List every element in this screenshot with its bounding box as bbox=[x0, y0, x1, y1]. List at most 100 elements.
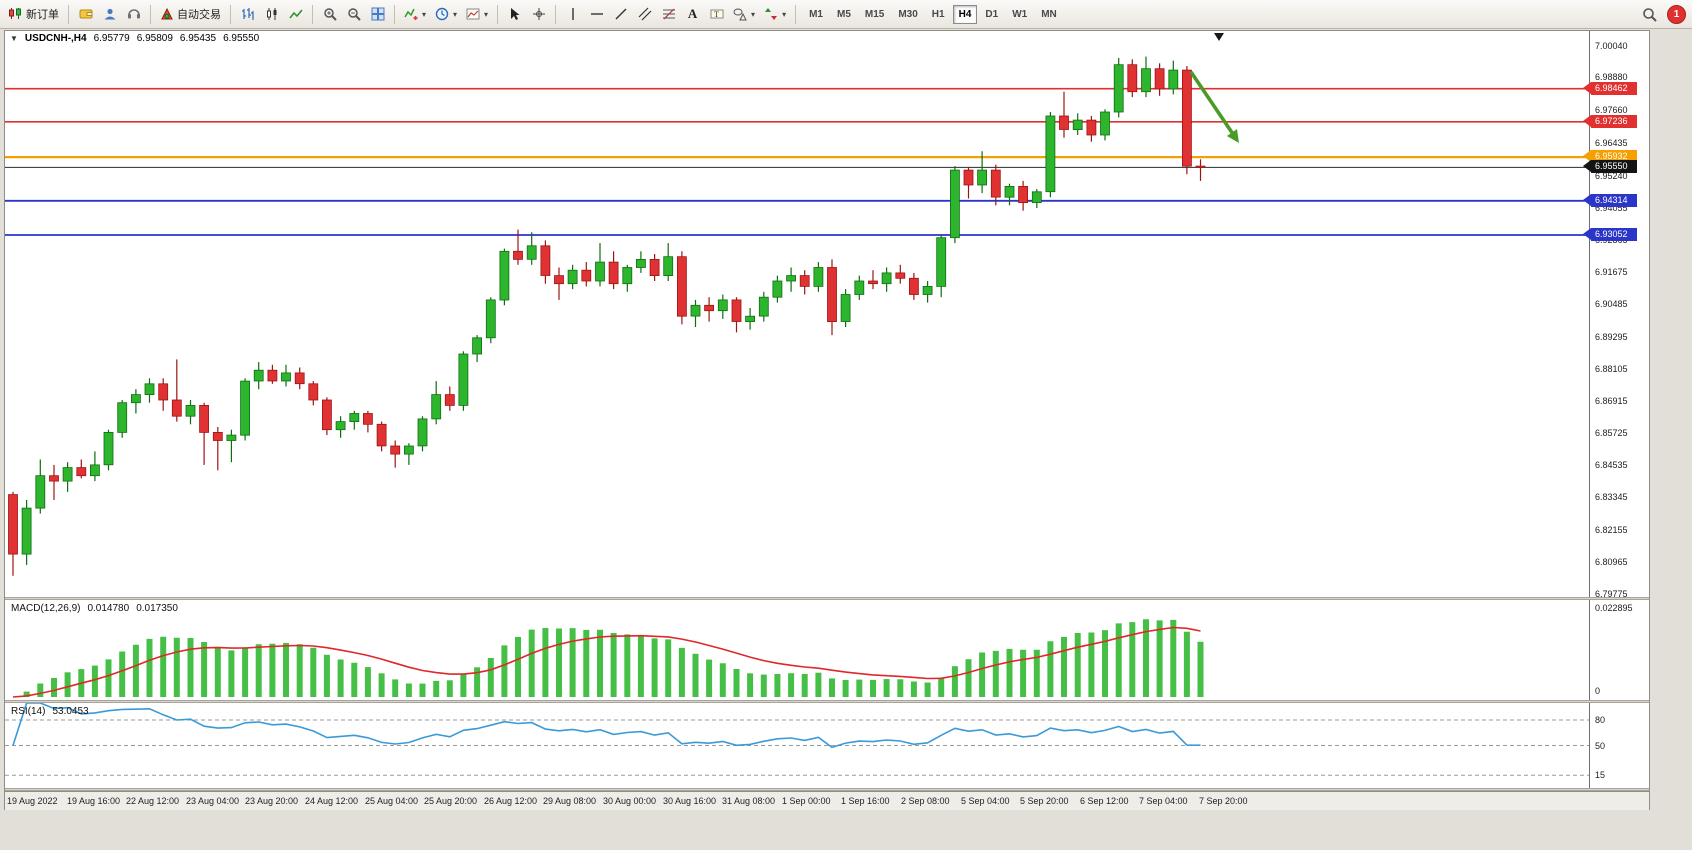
tile-windows-button[interactable] bbox=[366, 3, 389, 26]
candle-body bbox=[212, 431, 223, 441]
candle-body bbox=[881, 272, 892, 285]
text-label-button[interactable]: T bbox=[705, 3, 728, 26]
timeframe-M1[interactable]: M1 bbox=[803, 5, 829, 24]
time-axis-label: 30 Aug 00:00 bbox=[603, 796, 657, 806]
timeframe-M15[interactable]: M15 bbox=[859, 5, 890, 24]
candle-body bbox=[90, 464, 100, 477]
timeframe-MN[interactable]: MN bbox=[1035, 5, 1063, 24]
template-icon bbox=[466, 8, 480, 20]
price-axis-label: 6.86915 bbox=[1595, 396, 1628, 406]
crosshair-button[interactable] bbox=[527, 3, 550, 26]
candlestick-chart-button[interactable] bbox=[260, 3, 283, 26]
search-button[interactable] bbox=[1638, 3, 1661, 26]
timeframe-W1[interactable]: W1 bbox=[1006, 5, 1033, 24]
shapes-button[interactable]: ▾ bbox=[729, 3, 759, 26]
price-axis-label: 6.83345 bbox=[1595, 492, 1628, 502]
candle-body bbox=[922, 285, 933, 295]
label-icon: T bbox=[710, 9, 724, 19]
pane-divider[interactable] bbox=[5, 700, 1649, 703]
channel-button[interactable] bbox=[633, 3, 656, 26]
new-order-icon bbox=[9, 8, 21, 19]
chart-title: USDCNH-,H4 bbox=[24, 33, 87, 44]
price-axis-label: 6.89295 bbox=[1595, 332, 1628, 342]
rsi-level-label: 80 bbox=[1595, 715, 1606, 725]
candle-body bbox=[868, 280, 878, 285]
candle-body bbox=[1195, 165, 1206, 168]
pane-divider[interactable] bbox=[5, 788, 1649, 791]
toolbar: 新订单 自动交易 ▾ ▾ ▾ A T ▾ ▾ M1 M5 M15 M30 H1 H4 D1 W… bbox=[0, 0, 1692, 29]
price-axis-label: 6.85725 bbox=[1595, 428, 1628, 438]
pane-divider[interactable] bbox=[5, 597, 1649, 600]
text-button[interactable]: A bbox=[681, 3, 704, 26]
price-axis-label: 6.90485 bbox=[1595, 299, 1628, 309]
candle-body bbox=[185, 404, 196, 417]
timeframe-H1[interactable]: H1 bbox=[926, 5, 951, 24]
arrows-icon bbox=[765, 8, 778, 20]
candle-body bbox=[49, 475, 59, 482]
line-chart-button[interactable] bbox=[284, 3, 307, 26]
rsi-axis: 80 50 15 bbox=[1589, 703, 1649, 788]
candle-body bbox=[663, 256, 674, 276]
candle-body bbox=[131, 394, 141, 404]
bar-chart-button[interactable] bbox=[236, 3, 259, 26]
candle-body bbox=[431, 394, 442, 420]
timeframe-M5[interactable]: M5 bbox=[831, 5, 857, 24]
trend-arrow[interactable] bbox=[1189, 70, 1237, 139]
zoom-in-button[interactable] bbox=[318, 3, 341, 26]
trendline-icon bbox=[615, 8, 627, 20]
one-click-trading-toggle[interactable]: ▼ bbox=[10, 34, 18, 43]
main-price-pane: 7.00040 6.98880 6.97660 6.96435 6.95240 6.940… bbox=[5, 31, 1649, 599]
candle-body bbox=[690, 304, 701, 317]
periods-button[interactable]: ▾ bbox=[431, 3, 461, 26]
price-axis-label: 6.82155 bbox=[1595, 525, 1628, 535]
auto-trading-button[interactable]: 自动交易 bbox=[156, 3, 225, 26]
macd-value-2: 0.017350 bbox=[136, 603, 178, 614]
new-order-button[interactable]: 新订单 bbox=[4, 3, 63, 26]
candle-body bbox=[840, 294, 851, 322]
time-axis-label: 1 Sep 00:00 bbox=[782, 796, 831, 806]
candle-body bbox=[813, 267, 824, 287]
candle-body bbox=[294, 372, 305, 385]
crosshair-icon bbox=[532, 8, 545, 20]
time-axis-label: 19 Aug 2022 bbox=[7, 796, 58, 806]
notification-badge[interactable]: 1 bbox=[1667, 4, 1686, 24]
candle-body bbox=[950, 169, 960, 239]
toolbar-separator bbox=[555, 4, 557, 24]
cursor-button[interactable] bbox=[503, 3, 526, 26]
candle-body bbox=[144, 383, 155, 395]
rsi-level-label: 15 bbox=[1595, 770, 1606, 780]
rsi-value: 53.0453 bbox=[52, 706, 89, 717]
rsi-level-label: 50 bbox=[1595, 741, 1606, 751]
indicators-button[interactable]: ▾ bbox=[400, 3, 430, 26]
candle-body bbox=[936, 237, 947, 287]
candle-body bbox=[608, 261, 619, 285]
price-axis-label: 6.88105 bbox=[1595, 364, 1628, 374]
time-axis-label: 30 Aug 16:00 bbox=[663, 796, 717, 806]
candle-body bbox=[308, 383, 319, 401]
price-axis-label: 6.95240 bbox=[1595, 171, 1628, 181]
account-button[interactable] bbox=[98, 3, 121, 26]
arrows-button[interactable]: ▾ bbox=[760, 3, 790, 26]
candle-body bbox=[595, 261, 605, 282]
horizontal-line-button[interactable] bbox=[585, 3, 608, 26]
rsi-line bbox=[12, 703, 1201, 749]
zoom-out-button[interactable] bbox=[342, 3, 365, 26]
time-axis[interactable]: 19 Aug 2022 19 Aug 16:00 22 Aug 12:00 23 Au… bbox=[5, 791, 1649, 810]
trendline-button[interactable] bbox=[609, 3, 632, 26]
templates-button[interactable]: ▾ bbox=[462, 3, 492, 26]
deposit-button[interactable] bbox=[74, 3, 97, 26]
timeframe-M30[interactable]: M30 bbox=[892, 5, 923, 24]
vertical-line-button[interactable] bbox=[561, 3, 584, 26]
time-marker-icon[interactable] bbox=[1214, 33, 1224, 41]
fibonacci-button[interactable] bbox=[657, 3, 680, 26]
candle-body bbox=[1018, 185, 1028, 203]
timeframe-H4[interactable]: H4 bbox=[952, 4, 978, 24]
support-button[interactable] bbox=[122, 3, 145, 26]
macd-axis-min: 0 bbox=[1595, 686, 1601, 696]
timeframe-D1[interactable]: D1 bbox=[979, 5, 1004, 24]
candle-body bbox=[226, 434, 237, 441]
candle-body bbox=[731, 299, 742, 322]
price-axis[interactable]: 7.00040 6.98880 6.97660 6.96435 6.95240 6.940… bbox=[1583, 31, 1649, 599]
chart-window: 7.00040 6.98880 6.97660 6.96435 6.95240 6.940… bbox=[4, 30, 1650, 810]
time-axis-label: 23 Aug 20:00 bbox=[245, 796, 299, 806]
